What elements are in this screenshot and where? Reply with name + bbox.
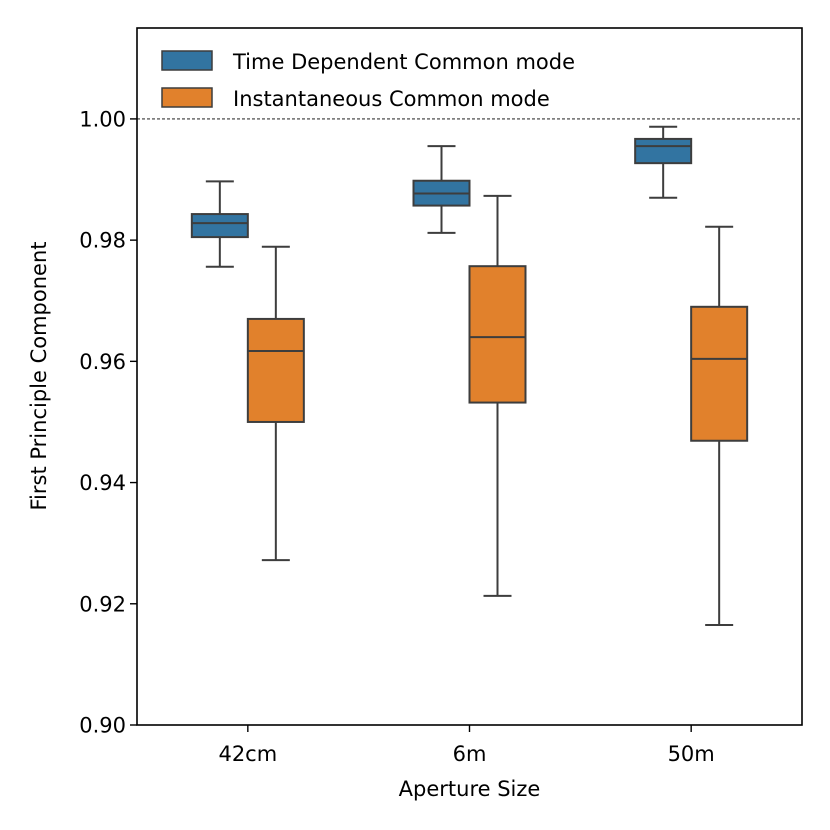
- legend: Time Dependent Common mode Instantaneous…: [161, 50, 575, 111]
- y-tick-label: 0.94: [79, 471, 126, 495]
- legend-label-time-dependent: Time Dependent Common mode: [232, 50, 575, 74]
- y-tick-label: 0.96: [79, 350, 126, 374]
- box-group: [246, 245, 305, 562]
- legend-label-instantaneous: Instantaneous Common mode: [233, 87, 550, 111]
- x-tick-label: 42cm: [218, 742, 277, 766]
- y-tick-label: 1.00: [79, 107, 126, 131]
- box-group: [468, 194, 527, 597]
- legend-swatch-instantaneous: [161, 87, 213, 108]
- box-iqr: [246, 317, 305, 423]
- y-axis-title: First Principle Component: [27, 241, 51, 510]
- x-axis-title: Aperture Size: [399, 777, 541, 801]
- box-iqr: [690, 305, 749, 442]
- y-tick-label: 0.92: [79, 592, 126, 616]
- legend-swatch-time-dependent: [161, 50, 213, 71]
- box-group: [634, 125, 693, 199]
- box-iqr: [468, 265, 527, 404]
- y-tick-label: 0.90: [79, 714, 126, 738]
- x-tick-label: 6m: [453, 742, 487, 766]
- x-tick-label: 50m: [668, 742, 715, 766]
- y-tick-label: 0.98: [79, 229, 126, 253]
- box-group: [690, 225, 749, 626]
- box-group: [412, 145, 471, 234]
- box-iqr: [634, 137, 693, 165]
- box-iqr: [190, 213, 249, 239]
- box-group: [190, 180, 249, 268]
